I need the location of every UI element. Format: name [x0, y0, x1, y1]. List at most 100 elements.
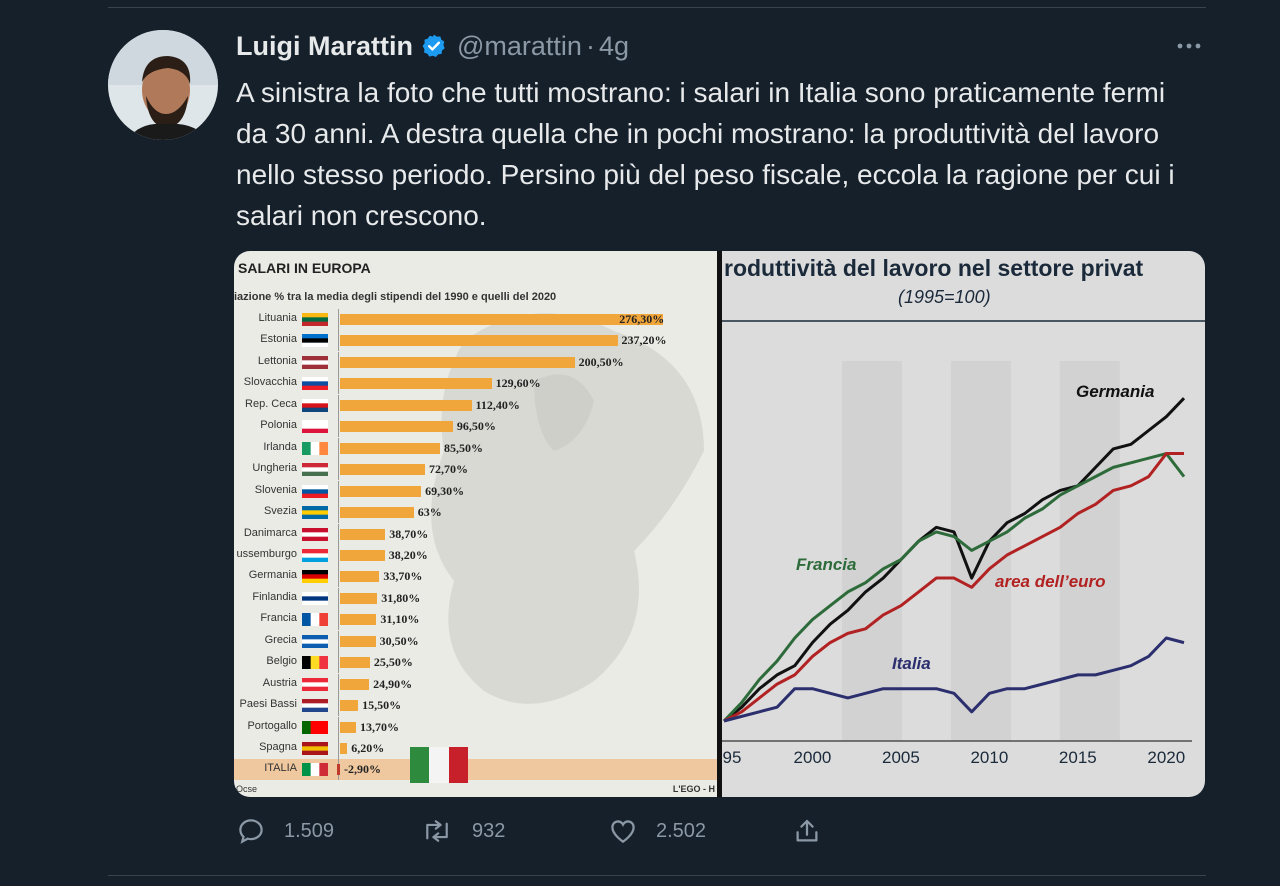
tweet-timestamp[interactable]: 4g — [598, 30, 629, 61]
retweet-button[interactable]: 932 — [420, 812, 505, 850]
bar-value-label: 25,50% — [373, 655, 413, 670]
bar-value-label: 30,50% — [379, 633, 419, 648]
flag-icon — [302, 377, 328, 391]
top-divider — [108, 7, 1206, 8]
left-chart-title: SALARI IN EUROPA — [238, 260, 371, 276]
bar — [340, 335, 618, 347]
bar-category-label: Svezia — [263, 505, 297, 518]
left-chart-source: Ocse — [236, 784, 258, 794]
bar-value-label: -2,90% — [344, 762, 381, 777]
share-button[interactable] — [792, 812, 840, 850]
bar — [340, 378, 492, 390]
axis-line — [338, 673, 339, 695]
bar — [340, 571, 380, 583]
bar-value-label: 72,70% — [429, 462, 469, 477]
bar-row-finlandia: Finlandia 31,80% — [234, 587, 717, 609]
bar-row-paesi-bassi: Paesi Bassi 15,50% — [234, 695, 717, 717]
bar-row-irlanda: Irlanda 85,50% — [234, 437, 717, 459]
axis-line — [338, 309, 339, 330]
bar-category-label: Polonia — [260, 419, 297, 432]
bar-row-lettonia: Lettonia 200,50% — [234, 351, 717, 373]
tweet-text: A sinistra la foto che tutti mostrano: i… — [236, 77, 1175, 231]
axis-line — [338, 502, 339, 524]
bar — [340, 507, 414, 519]
bar-value-label: 38,70% — [389, 526, 429, 541]
author-handle[interactable]: @marattin — [457, 30, 582, 61]
productivity-line-chart: 95 2000 2005 2010 2015 2020 Germania Francia are… — [722, 320, 1205, 767]
flag-icon — [302, 484, 328, 498]
bar-value-label: 96,50% — [456, 419, 496, 434]
bar-row-polonia: Polonia 96,50% — [234, 416, 717, 438]
left-chart-subtitle: iazione % tra la media degli stipendi de… — [234, 291, 557, 303]
bar-row-germania: Germania 33,70% — [234, 566, 717, 588]
flag-icon — [302, 742, 328, 755]
axis-line — [338, 695, 339, 717]
bar — [340, 657, 370, 669]
bar-row-svezia: Svezia 63% — [234, 502, 717, 524]
like-button[interactable]: 2.502 — [608, 812, 706, 850]
bar — [340, 592, 378, 604]
axis-line — [338, 330, 339, 352]
axis-line — [338, 394, 339, 416]
share-icon — [796, 819, 818, 842]
bottom-divider — [108, 875, 1206, 876]
bar-value-label: 85,50% — [444, 440, 484, 455]
bar-value-label: 237,20% — [621, 333, 667, 348]
bar-category-label: Germania — [248, 569, 297, 582]
bar-category-label: Francia — [260, 612, 297, 625]
flag-icon — [302, 591, 328, 605]
avatar[interactable] — [108, 30, 218, 140]
axis-line — [338, 544, 339, 566]
italy-flag-large — [410, 747, 468, 783]
bar-category-label: ussemburgo — [236, 547, 297, 560]
bar-category-label: Estonia — [260, 333, 297, 346]
more-options-icon[interactable] — [1172, 34, 1206, 58]
reply-button[interactable]: 1.509 — [236, 812, 334, 850]
flag-icon — [302, 656, 328, 670]
author-name[interactable]: Luigi Marattin — [236, 30, 413, 61]
tweet-media[interactable]: SALARI IN EUROPA iazione % tra la media … — [234, 251, 1205, 797]
verified-badge-icon — [422, 34, 445, 58]
bar — [340, 549, 385, 561]
bar — [340, 614, 377, 626]
bar-value-label: 69,30% — [425, 483, 465, 498]
bar-value-label: 112,40% — [475, 397, 520, 412]
bar — [336, 764, 340, 776]
bar-value-label: 31,80% — [381, 590, 421, 605]
right-chart-subtitle: (1995=100) — [898, 287, 991, 307]
axis-line — [338, 630, 339, 652]
flag-icon — [302, 313, 328, 326]
axis-line — [338, 351, 339, 373]
flag-icon — [302, 613, 328, 627]
bar-value-label: 6,20% — [351, 741, 385, 755]
bar-value-label: 129,60% — [495, 376, 541, 391]
series-line-italia — [723, 636, 1185, 723]
flag-icon — [302, 334, 328, 348]
retweet-count: 932 — [472, 819, 506, 842]
productivity-chart-image[interactable]: roduttività del lavoro nel settore priva… — [722, 251, 1205, 797]
media-separator — [717, 251, 722, 797]
axis-line — [338, 587, 339, 609]
bar-category-label: Slovacchia — [243, 376, 297, 389]
axis-line — [338, 480, 339, 502]
axis-line — [338, 416, 339, 438]
bar-category-label: Portogallo — [247, 719, 297, 732]
flag-icon — [302, 548, 328, 562]
right-chart-title: roduttività del lavoro nel settore priva… — [724, 255, 1144, 281]
bar — [340, 635, 376, 647]
bar-row-ungheria: Ungheria 72,70% — [234, 459, 717, 481]
wages-chart-image[interactable]: SALARI IN EUROPA iazione % tra la media … — [234, 251, 717, 797]
series-label: area dell’euro — [995, 572, 1106, 591]
bar-category-label: Ungheria — [252, 462, 297, 475]
bar — [340, 721, 357, 733]
x-tick-label: 2010 — [970, 748, 1008, 767]
bar — [340, 356, 575, 368]
left-chart-brand: L'EGO - H — [672, 784, 715, 794]
bar-value-label: 276,30% — [619, 312, 665, 326]
series-label: Germania — [1076, 382, 1154, 401]
series-line-francia — [722, 452, 1186, 723]
bar-value-label: 15,50% — [362, 698, 402, 713]
bar-value-label: 38,20% — [388, 547, 428, 562]
flag-icon — [302, 699, 328, 713]
separator-dot: · — [585, 30, 595, 61]
